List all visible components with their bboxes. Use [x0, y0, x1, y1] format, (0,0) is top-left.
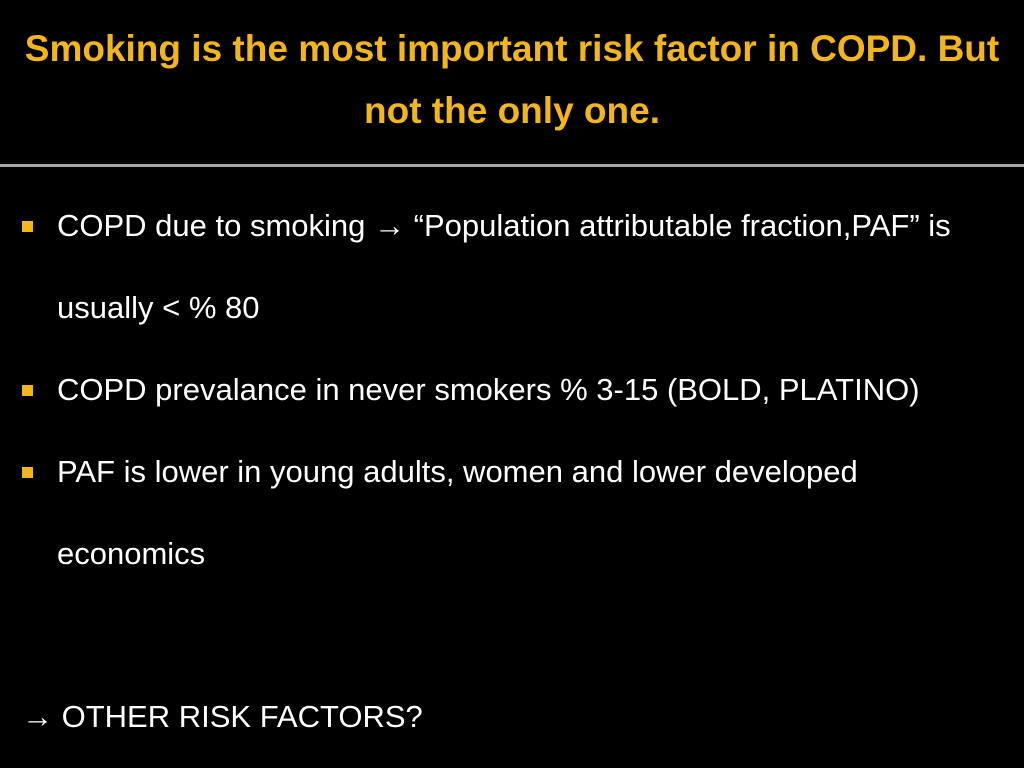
- title-bar: Smoking is the most important risk facto…: [0, 0, 1024, 160]
- bullet-item: COPD due to smoking → “Population attrib…: [0, 185, 1002, 349]
- divider: [0, 164, 1024, 167]
- bullet-list: COPD due to smoking → “Population attrib…: [0, 185, 1024, 595]
- content: COPD due to smoking → “Population attrib…: [0, 167, 1024, 768]
- bullet-item: COPD prevalance in never smokers % 3-15 …: [0, 349, 1002, 431]
- conclusion: → OTHER RISK FACTORS?: [22, 699, 423, 734]
- slide-title: Smoking is the most important risk facto…: [24, 28, 1000, 131]
- bullet-item: PAF is lower in young adults, women and …: [0, 431, 1002, 595]
